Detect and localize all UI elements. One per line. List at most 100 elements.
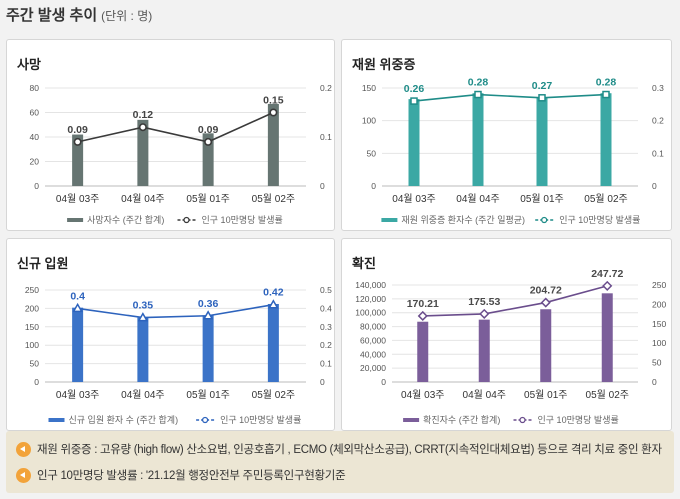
chart-panel-admissions: 신규 입원 0 50 100 150 200 250 0 0.1 0.2 0.3 0.4 0.5 0.4…: [6, 238, 335, 431]
left-tick-label: 150: [362, 83, 376, 93]
line-point: [268, 299, 279, 309]
legend-bar-label: 재원 위중증 환자수 (주간 일평균): [401, 214, 525, 225]
left-tick-label: 200: [25, 303, 39, 313]
data-label: 247.72: [591, 268, 623, 280]
speaker-bullet-icon: [16, 467, 31, 483]
chart-title: 확진: [352, 256, 376, 271]
data-label: 0.12: [133, 109, 154, 121]
category-label: 04월 03주: [392, 193, 435, 205]
left-tick-label: 140,000: [355, 280, 386, 290]
right-tick-label: 0.2: [320, 340, 332, 350]
left-tick-label: 80: [30, 83, 40, 93]
chart-title: 신규 입원: [17, 256, 69, 271]
legend-line-label: 인구 10만명당 발생률: [202, 215, 283, 225]
line-point: [410, 97, 418, 105]
category-label: 04월 04주: [456, 193, 499, 205]
footnotes: 재원 위중증 : 고유량 (high flow) 산소요법, 인공호흡기 , E…: [6, 431, 674, 493]
footnote-text: 인구 10만명당 발생률 : '21.12월 행정안전부 주민등록인구현황기준: [37, 470, 346, 482]
data-label: 0.28: [468, 77, 489, 89]
data-label: 0.27: [532, 80, 553, 92]
left-tick-label: 100: [25, 340, 39, 350]
bar: [472, 93, 484, 186]
legend-line-marker: [183, 216, 190, 224]
bar: [267, 303, 279, 382]
line-point: [137, 312, 149, 322]
right-tick-label: 0.5: [320, 285, 332, 295]
line-point: [540, 297, 551, 308]
left-tick-label: 120,000: [355, 294, 386, 304]
series-line: [77, 111, 274, 143]
left-tick-label: 150: [25, 322, 39, 332]
legend-bar-swatch: [381, 218, 398, 222]
series-line: [413, 93, 607, 102]
line-point: [72, 302, 83, 313]
line-point: [474, 90, 482, 99]
right-tick-label: 0.1: [320, 359, 332, 369]
data-label: 170.21: [407, 298, 439, 310]
right-tick-label: 0: [652, 377, 657, 387]
category-label: 04월 04주: [121, 389, 164, 401]
left-tick-label: 100,000: [355, 308, 386, 318]
legend-bar-swatch: [67, 218, 84, 222]
chart-svg: 0 50 100 150 200 250 0 0.1 0.2 0.3 0.4 0.5 0.4 0.35 0.…: [25, 285, 332, 425]
line-point: [138, 123, 147, 132]
legend-line-marker: [541, 216, 548, 224]
category-label: 05월 02주: [252, 389, 295, 401]
chart-panel-confirmed: 확진 0 20,000 40,000 60,000 80,000 100,000 120,0…: [341, 238, 672, 431]
left-tick-label: 0: [34, 377, 39, 387]
right-tick-label: 0: [652, 181, 657, 191]
data-label: 0.28: [596, 77, 617, 89]
category-label: 05월 01주: [524, 389, 567, 401]
legend-line-label: 인구 10만명당 발생률: [220, 415, 301, 425]
series-line: [422, 285, 608, 317]
left-tick-label: 250: [25, 285, 39, 295]
bar: [137, 119, 149, 186]
chart-title: 사망: [17, 57, 41, 72]
footnote-text: 재원 위중증 : 고유량 (high flow) 산소요법, 인공호흡기 , E…: [37, 444, 662, 456]
bar: [540, 309, 552, 382]
line-point: [602, 280, 613, 291]
series-line: [77, 303, 274, 319]
left-tick-label: 50: [30, 359, 40, 369]
right-tick-label: 250: [652, 280, 666, 290]
left-tick-label: 20: [30, 157, 40, 167]
bar: [202, 315, 214, 382]
category-label: 04월 03주: [56, 389, 99, 401]
category-label: 05월 01주: [186, 193, 229, 205]
legend-line-marker: [519, 416, 526, 424]
footnote-severe: 재원 위중증 : 고유량 (high flow) 산소요법, 인공호흡기 , E…: [16, 441, 662, 457]
right-tick-label: 0: [320, 377, 325, 387]
chart-svg: 0 20,000 40,000 60,000 80,000 100,000 120,000 1…: [355, 268, 666, 425]
bar: [202, 133, 214, 186]
right-tick-label: 150: [652, 319, 666, 329]
line-point: [417, 310, 428, 322]
data-label: 0.35: [133, 300, 154, 312]
bar: [72, 307, 84, 382]
bar: [72, 134, 84, 186]
bar: [408, 99, 420, 186]
data-label: 0.09: [67, 124, 88, 136]
left-tick-label: 60: [30, 108, 40, 118]
category-label: 04월 03주: [401, 389, 444, 401]
legend-line-marker: [201, 416, 209, 424]
right-tick-label: 0.3: [652, 83, 664, 93]
bar: [600, 93, 612, 186]
right-tick-label: 0.2: [652, 116, 664, 126]
category-label: 04월 03주: [56, 193, 99, 205]
right-tick-label: 0.1: [652, 148, 664, 158]
category-label: 05월 02주: [252, 193, 295, 205]
chart-svg: 0 20 40 60 80 0 0.1 0.2 0.09 0.12 0.09 0.15 04월 03주 0…: [30, 83, 333, 225]
page-header: 주간 발생 추이 (단위 : 명): [6, 4, 152, 28]
left-tick-label: 80,000: [360, 322, 386, 332]
data-label: 0.4: [70, 290, 85, 302]
right-tick-label: 50: [652, 358, 662, 368]
unit-label: (단위 : 명): [101, 9, 153, 23]
right-tick-label: 0.1: [320, 132, 332, 142]
legend-line-label: 인구 10만명당 발생률: [559, 215, 640, 225]
line-point: [602, 90, 610, 99]
line-point: [538, 94, 546, 102]
line-point: [202, 310, 214, 320]
category-label: 05월 01주: [520, 193, 563, 205]
line-point: [269, 108, 278, 117]
chart-title: 재원 위중증: [352, 57, 416, 72]
